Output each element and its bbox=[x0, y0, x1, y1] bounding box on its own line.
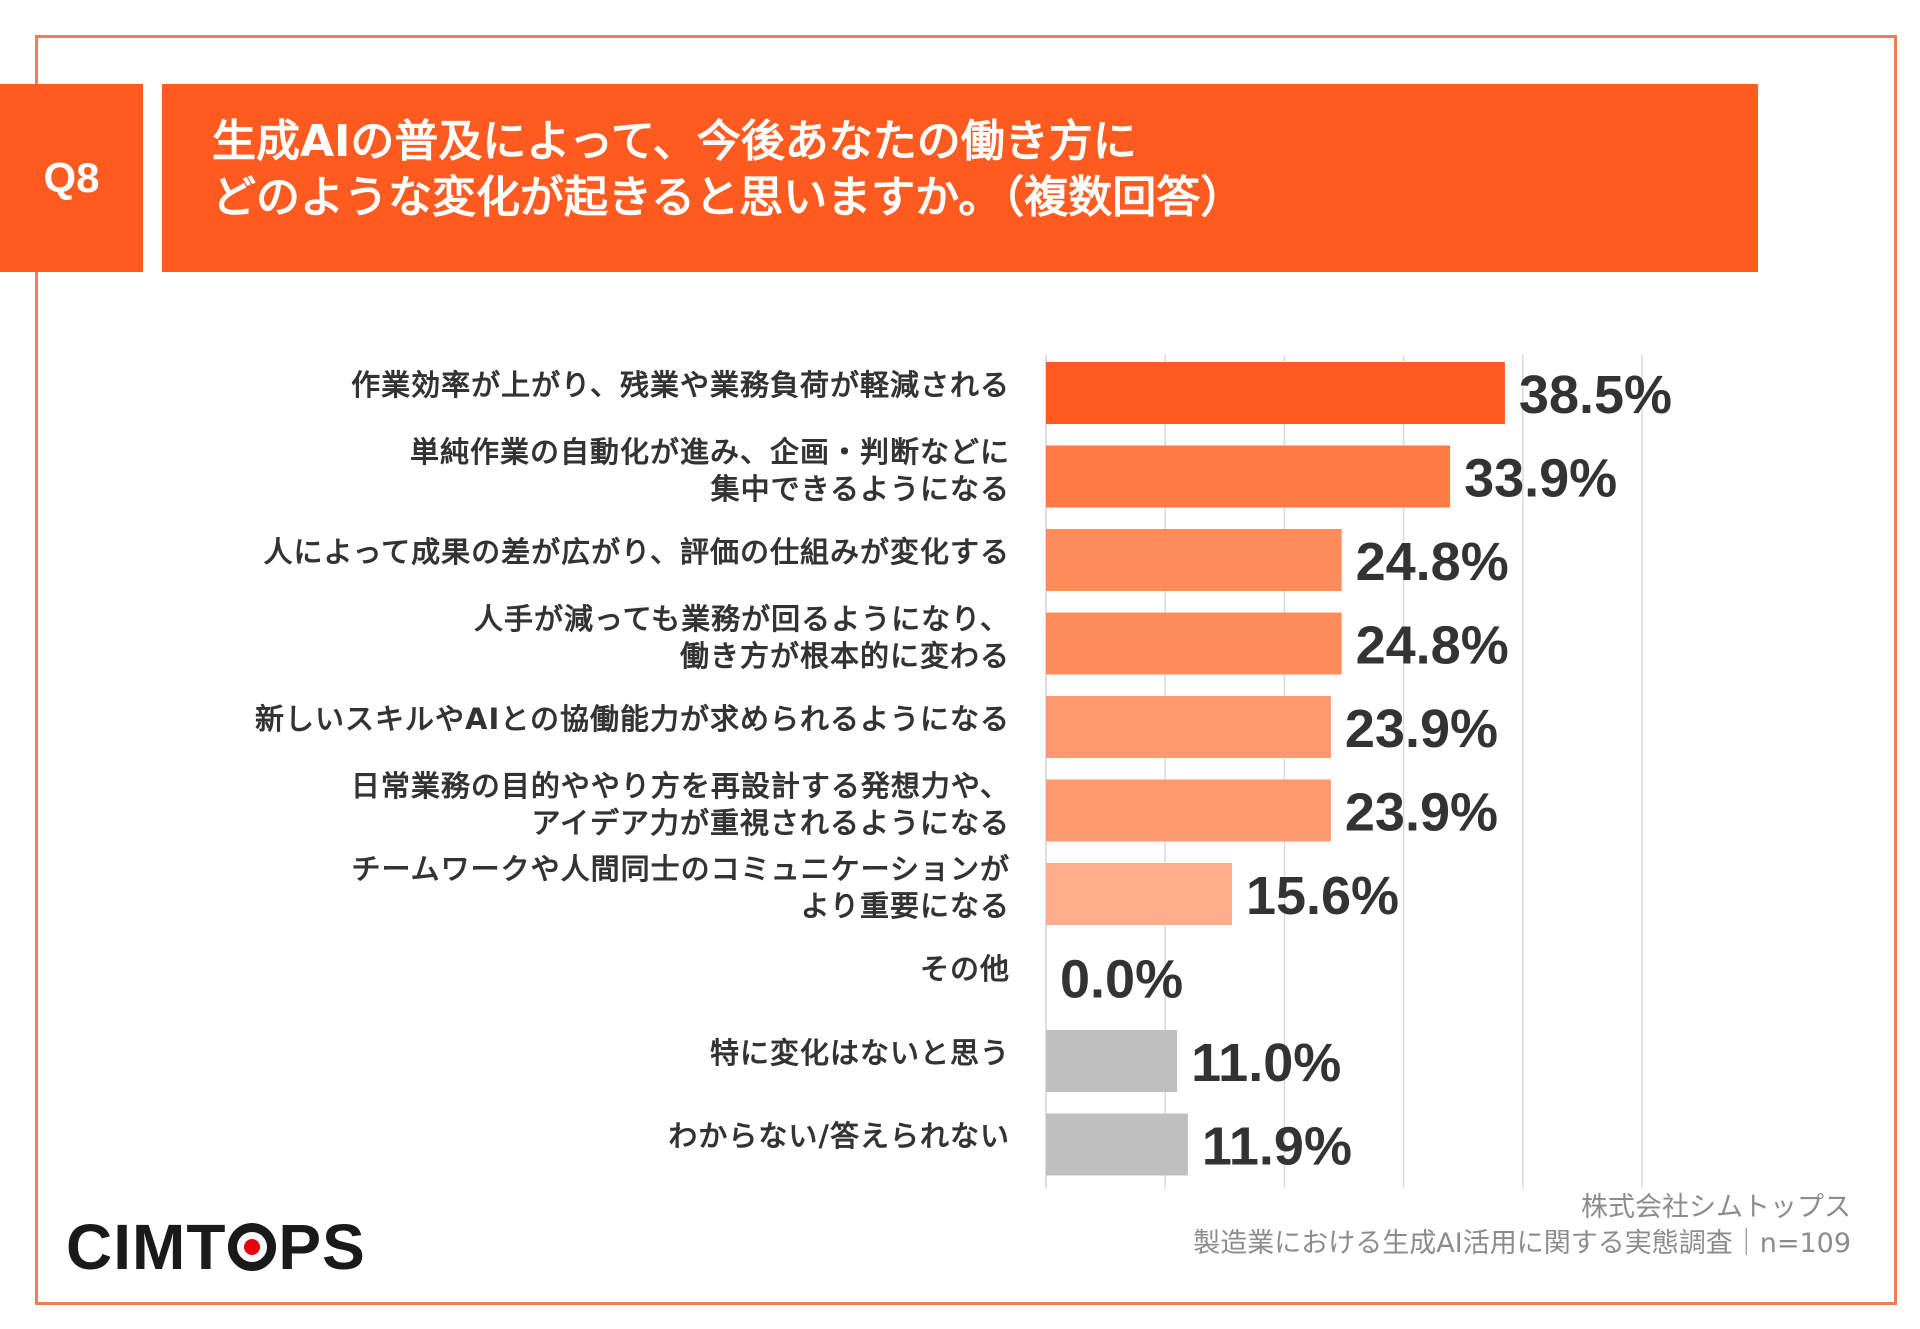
company-name: 株式会社シムトップス bbox=[1581, 1192, 1851, 1223]
outer-frame bbox=[35, 35, 1897, 1305]
value-label: 15.6% bbox=[1246, 866, 1399, 926]
category-label-line: チームワークや人間同士のコミュニケーションが bbox=[351, 852, 1010, 886]
bar bbox=[1046, 779, 1331, 842]
value-label: 11.9% bbox=[1202, 1117, 1352, 1177]
bar bbox=[1046, 1030, 1178, 1092]
category-label: チームワークや人間同士のコミュニケーションが より重要になる bbox=[50, 851, 1010, 925]
category-label-line: 特に変化はないと思う bbox=[709, 1035, 1010, 1070]
bar bbox=[1046, 863, 1232, 925]
category-label: 人手が減っても業務が回るようになり、 働き方が根本的に変わる bbox=[50, 601, 1010, 675]
bar bbox=[1046, 362, 1505, 424]
category-label: わからない/答えられない bbox=[50, 1118, 1010, 1155]
logo-o-mark bbox=[228, 1223, 277, 1271]
category-label: 日常業務の目的ややり方を再設計する発想力や、 アイデア力が重視されるようになる bbox=[50, 768, 1010, 842]
category-label-line: 日常業務の目的ややり方を再設計する発想力や、 bbox=[350, 768, 1010, 803]
bar bbox=[1046, 1113, 1188, 1176]
category-label: その他 bbox=[50, 951, 1010, 988]
title-band: 生成AIの普及によって、今後あなたの働き方に どのような変化が起きると思いますか… bbox=[162, 84, 1758, 272]
category-labels: 作業効率が上がり、残業や業務負荷が軽減される単純作業の自動化が進み、企画・判断な… bbox=[50, 367, 1010, 1155]
value-label: 38.5% bbox=[1519, 365, 1672, 425]
value-label: 33.9% bbox=[1464, 449, 1617, 509]
bar bbox=[1046, 529, 1342, 591]
category-label-line: アイデア力が重視されるようになる bbox=[531, 805, 1010, 840]
category-label-line: 作業効率が上がり、残業や業務負荷が軽減される bbox=[351, 367, 1010, 402]
title-line-1: 生成AIの普及によって、今後あなたの働き方に bbox=[212, 116, 1137, 167]
category-label: 特に変化はないと思う bbox=[50, 1035, 1010, 1072]
logo-text-2: PS bbox=[278, 1211, 366, 1283]
value-label: 24.8% bbox=[1356, 616, 1509, 676]
category-label-line: 人によって成果の差が広がり、評価の仕組みが変化する bbox=[263, 534, 1010, 569]
value-label: 23.9% bbox=[1345, 783, 1498, 843]
bar bbox=[1046, 612, 1342, 675]
category-label-line: 働き方が根本的に変わる bbox=[679, 638, 1010, 673]
source-credit: 株式会社シムトップス 製造業における生成AI活用に関する実態調査｜n=109 bbox=[1193, 1190, 1851, 1262]
category-label-line: 集中できるようになる bbox=[710, 471, 1010, 506]
value-label: 0.0% bbox=[1060, 950, 1183, 1010]
cimtops-logo: CIMT PS bbox=[66, 1210, 366, 1284]
question-badge: Q8 bbox=[0, 84, 143, 272]
title-line-2: どのような変化が起きると思いますか。（複数回答） bbox=[212, 172, 1245, 223]
value-label: 24.8% bbox=[1356, 532, 1509, 592]
category-label-line: 単純作業の自動化が進み、企画・判断などに bbox=[409, 434, 1010, 469]
category-label: 単純作業の自動化が進み、企画・判断などに 集中できるようになる bbox=[50, 434, 1010, 508]
category-label: 人によって成果の差が広がり、評価の仕組みが変化する bbox=[50, 534, 1010, 571]
category-label-line: その他 bbox=[919, 952, 1010, 986]
category-label-line: 人手が減っても業務が回るようになり、 bbox=[474, 601, 1010, 636]
value-label: 11.0% bbox=[1191, 1033, 1341, 1093]
category-label-line: より重要になる bbox=[800, 889, 1010, 923]
category-label-line: 新しいスキルやAIとの協働能力が求められるようになる bbox=[255, 701, 1010, 736]
value-label: 23.9% bbox=[1345, 699, 1498, 759]
category-label-line: わからない/答えられない bbox=[668, 1119, 1010, 1153]
category-label: 作業効率が上がり、残業や業務負荷が軽減される bbox=[50, 367, 1010, 404]
survey-name: 製造業における生成AI活用に関する実態調査｜n=109 bbox=[1193, 1228, 1851, 1259]
bar bbox=[1046, 696, 1331, 758]
logo-text-1: CIMT bbox=[66, 1211, 227, 1283]
category-label: 新しいスキルやAIとの協働能力が求められるようになる bbox=[50, 701, 1010, 738]
bar bbox=[1046, 445, 1451, 508]
